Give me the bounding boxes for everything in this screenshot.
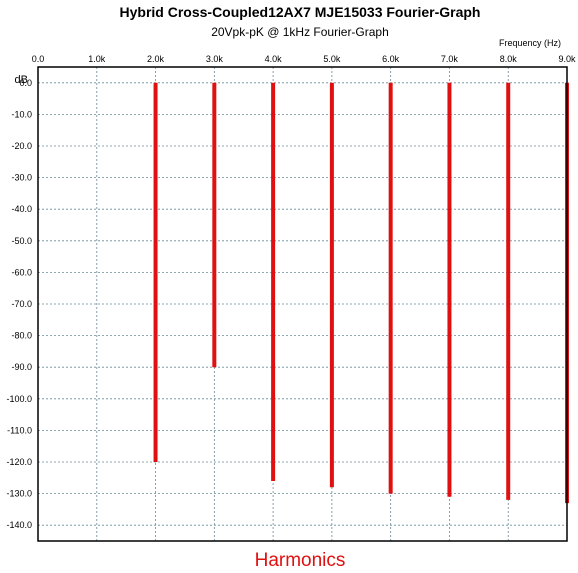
y-tick-label: -30.0 <box>11 173 32 183</box>
y-tick-label: -80.0 <box>11 331 32 341</box>
y-tick-label: -60.0 <box>11 267 32 277</box>
x-tick-label: 5.0k <box>323 54 341 64</box>
y-tick-label: -10.0 <box>11 109 32 119</box>
y-tick-label: 0.0 <box>19 78 32 88</box>
chart-subtitle: 20Vpk-pK @ 1kHz Fourier-Graph <box>211 25 389 39</box>
y-tick-label: -140.0 <box>6 520 32 530</box>
x-tick-label: 8.0k <box>500 54 518 64</box>
y-tick-label: -90.0 <box>11 362 32 372</box>
y-tick-label: -40.0 <box>11 204 32 214</box>
y-tick-label: -100.0 <box>6 394 32 404</box>
x-tick-label: 0.0 <box>32 54 45 64</box>
y-tick-label: -70.0 <box>11 299 32 309</box>
x-unit-label: Frequency (Hz) <box>499 38 561 48</box>
y-tick-label: -110.0 <box>7 425 32 435</box>
x-axis-label: Harmonics <box>255 550 346 571</box>
y-tick-label: -130.0 <box>6 489 32 499</box>
x-tick-label: 4.0k <box>265 54 283 64</box>
plot-frame <box>37 66 568 542</box>
chart-title: Hybrid Cross-Coupled12AX7 MJE15033 Fouri… <box>120 4 481 20</box>
harmonic-bars <box>153 82 569 504</box>
x-tick-label: 9.0k <box>558 54 576 64</box>
y-tick-label: -20.0 <box>11 141 32 151</box>
x-tick-label: 6.0k <box>382 54 400 64</box>
y-axis-label: dB <box>15 74 28 86</box>
y-tick-labels: 0.0 -10.0 -20.0 -30.0 -40.0 -50.0 -60.0 -70.0 -8… <box>6 78 32 530</box>
y-tick-label: -50.0 <box>11 236 32 246</box>
grid <box>38 67 567 541</box>
y-tick-label: -120.0 <box>6 457 32 467</box>
x-tick-label: 2.0k <box>147 54 165 64</box>
x-tick-label: 3.0k <box>206 54 224 64</box>
x-tick-label: 7.0k <box>441 54 459 64</box>
x-tick-label: 1.0k <box>88 54 106 64</box>
x-tick-labels: 0.0 1.0k 2.0k 3.0k 4.0k 5.0k 6.0k 7.0k 8.0k 9.0k <box>32 54 576 64</box>
